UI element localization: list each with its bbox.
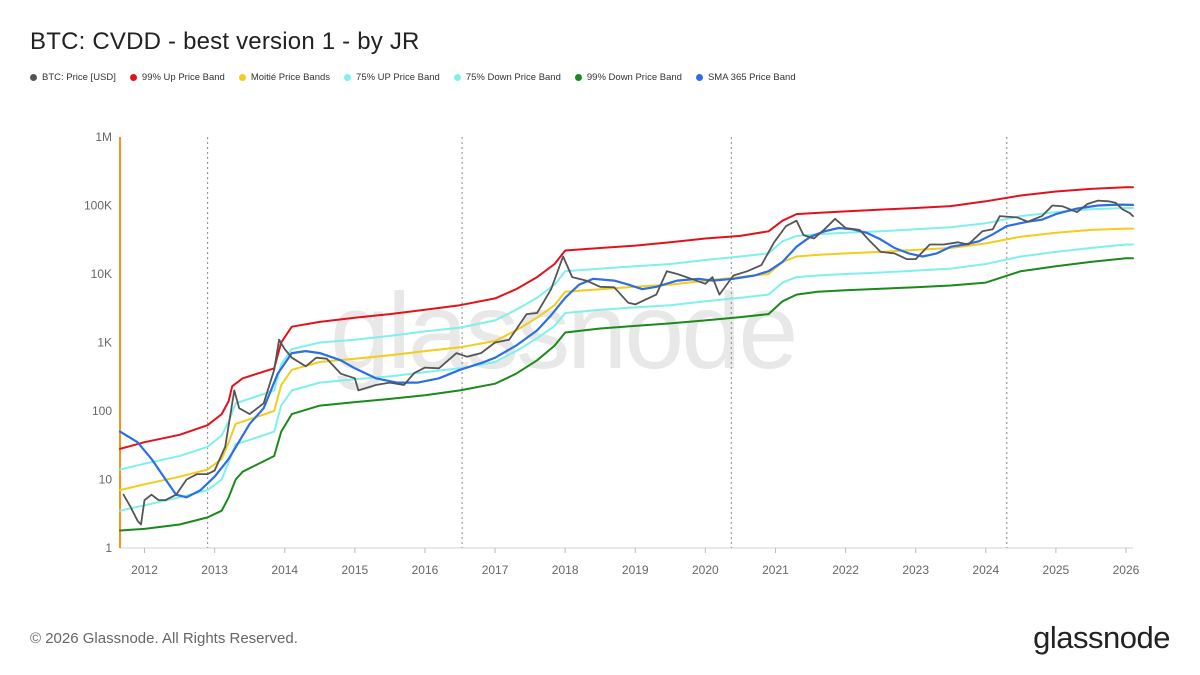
chart-legend: BTC: Price [USD] 99% Up Price Band Moiti…	[30, 72, 796, 83]
legend-item-moitie[interactable]: Moitié Price Bands	[238, 72, 331, 83]
x-tick-label: 2013	[201, 563, 228, 577]
glassnode-logo[interactable]: glassnode	[1033, 620, 1170, 655]
x-tick-label: 2020	[692, 563, 719, 577]
legend-item-price[interactable]: BTC: Price [USD]	[30, 72, 116, 83]
x-tick-label: 2017	[482, 563, 509, 577]
y-tick-label: 1M	[95, 130, 112, 144]
legend-dot-price	[30, 74, 37, 81]
x-tick-label: 2025	[1043, 563, 1070, 577]
legend-dot-sma365	[695, 74, 703, 81]
y-tick-label: 10K	[91, 267, 112, 281]
legend-dot-up99	[129, 74, 137, 81]
legend-dot-down99	[574, 74, 582, 81]
legend-label-down99: 99% Down Price Band	[586, 72, 682, 83]
x-tick-label: 2014	[271, 563, 298, 577]
legend-label-up99: 99% Up Price Band	[141, 72, 225, 83]
x-tick-label: 2023	[902, 563, 929, 577]
y-tick-label: 1	[105, 541, 112, 555]
x-tick-label: 2019	[622, 563, 649, 577]
y-tick-label: 10	[99, 473, 113, 487]
x-tick-label: 2016	[412, 563, 439, 577]
series-line-price	[122, 199, 1134, 526]
x-tick-label: 2015	[341, 563, 368, 577]
legend-dot-moitie	[238, 74, 246, 81]
legend-item-sma365[interactable]: SMA 365 Price Band	[695, 72, 796, 83]
legend-item-down75[interactable]: 75% Down Price Band	[453, 72, 561, 83]
legend-label-down75: 75% Down Price Band	[465, 72, 561, 83]
x-tick-label: 2024	[972, 563, 999, 577]
legend-item-up99[interactable]: 99% Up Price Band	[129, 72, 225, 83]
y-tick-label: 100K	[84, 199, 112, 213]
x-tick-label: 2018	[552, 563, 579, 577]
series-line-down99	[119, 257, 1134, 532]
x-tick-label: 2021	[762, 563, 789, 577]
y-tick-label: 1K	[97, 336, 112, 350]
x-tick-label: 2022	[832, 563, 859, 577]
series-line-up99	[119, 186, 1134, 450]
legend-label-moitie: Moitié Price Bands	[250, 72, 331, 83]
legend-label-sma365: SMA 365 Price Band	[707, 72, 796, 83]
legend-item-down99[interactable]: 99% Down Price Band	[574, 72, 682, 83]
series-line-up75	[119, 207, 1134, 471]
x-tick-label: 2026	[1113, 563, 1140, 577]
chart-title: BTC: CVDD - best version 1 - by JR	[30, 28, 420, 55]
legend-item-up75[interactable]: 75% UP Price Band	[344, 72, 440, 83]
footer-copyright: © 2026 Glassnode. All Rights Reserved.	[30, 630, 298, 647]
legend-dot-up75	[344, 74, 352, 81]
legend-label-price: BTC: Price [USD]	[42, 72, 116, 83]
series-line-sma365	[118, 203, 1135, 499]
legend-dot-down75	[453, 74, 461, 81]
legend-label-up75: 75% UP Price Band	[356, 72, 440, 83]
y-tick-label: 100	[92, 404, 112, 418]
series-line-moitie	[119, 227, 1134, 492]
x-tick-label: 2012	[131, 563, 158, 577]
